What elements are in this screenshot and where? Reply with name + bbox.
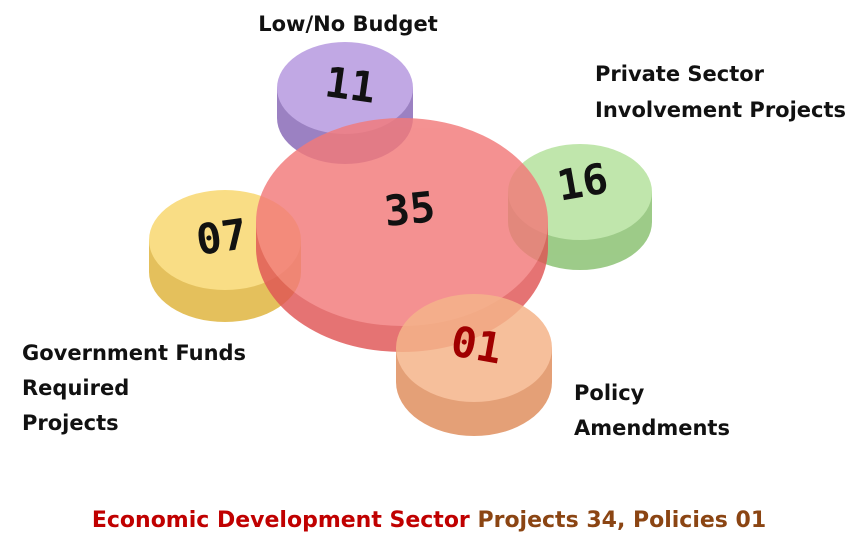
value: 16 xyxy=(553,154,611,211)
value: 35 xyxy=(382,182,437,236)
footer-sector: Economic Development Sector xyxy=(92,508,470,533)
value: 07 xyxy=(193,209,250,265)
footer-summary: Projects 34, Policies 01 xyxy=(477,508,766,533)
label: Involvement Projects xyxy=(595,98,846,122)
label: Low/No Budget xyxy=(258,12,438,36)
label: Projects xyxy=(22,411,119,435)
label: Policy xyxy=(574,381,645,405)
label: Amendments xyxy=(574,416,730,440)
label: Private Sector xyxy=(595,62,765,86)
label: Government Funds xyxy=(22,341,246,365)
disc-policy xyxy=(396,294,552,436)
value: 01 xyxy=(447,317,505,374)
value: 11 xyxy=(322,57,379,113)
footer: Economic Development Sector Projects 34,… xyxy=(92,508,766,533)
label: Required xyxy=(22,376,129,400)
